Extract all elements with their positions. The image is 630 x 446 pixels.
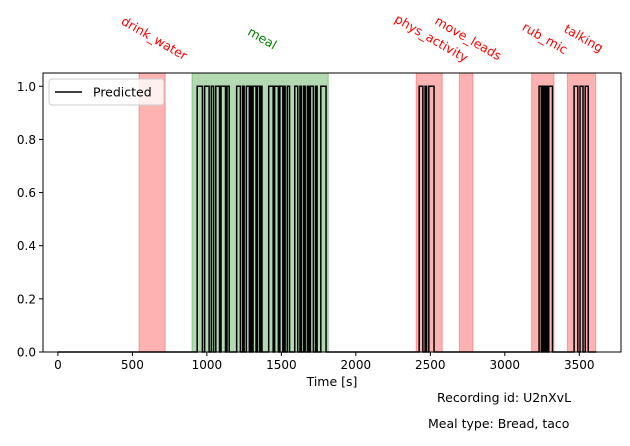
y-tick-label: 0.6 (17, 186, 36, 200)
legend-label-predicted: Predicted (93, 85, 152, 100)
x-tick-label: 2500 (415, 358, 446, 372)
x-axis-label: Time [s] (306, 374, 358, 389)
y-tick-label: 0.4 (17, 239, 36, 253)
plot-frame (42, 72, 622, 353)
y-tick-label: 0.8 (17, 133, 36, 147)
event-label-rub-mic: rub_mic (520, 19, 571, 57)
x-tick-label: 3500 (564, 358, 595, 372)
x-tick-label: 500 (121, 358, 144, 372)
event-label-meal: meal (245, 24, 279, 52)
x-tick-label: 3000 (490, 358, 521, 372)
y-tick-label: 1.0 (17, 80, 36, 94)
y-tick-label: 0.0 (17, 346, 36, 360)
series-line-predicted (57, 85, 597, 353)
x-tick-label: 1500 (266, 358, 297, 372)
event-region-talking (566, 72, 597, 353)
y-tick-label: 0.2 (17, 292, 36, 306)
x-tick-label: 0 (54, 358, 62, 372)
event-label-talking: talking (562, 21, 606, 55)
x-tick-label: 1000 (192, 358, 223, 372)
legend-box (48, 78, 165, 106)
event-label-drink-water: drink_water (119, 13, 191, 63)
x-tick-label: 2000 (341, 358, 372, 372)
recording-id-label: Recording id: U2nXvL (437, 390, 572, 405)
meal-type-label: Meal type: Bread, taco (428, 416, 570, 431)
event-region-drink-water (138, 72, 166, 353)
event-region-move-leads (458, 72, 474, 353)
